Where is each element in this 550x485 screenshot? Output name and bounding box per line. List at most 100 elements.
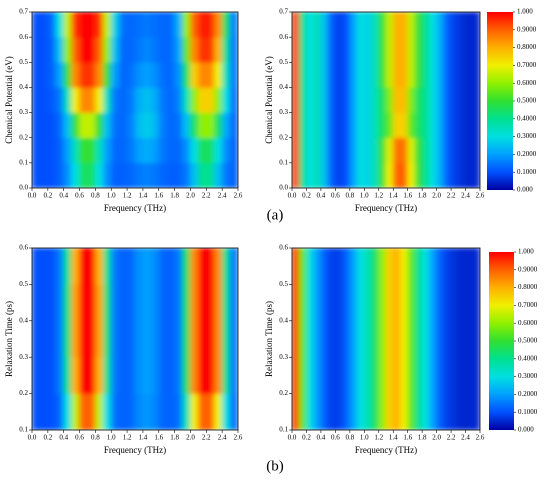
y-tick-label: 0.2	[279, 389, 288, 397]
heat-cell	[407, 61, 416, 88]
heat-cell	[364, 393, 372, 430]
heat-cell	[150, 393, 160, 430]
heat-cell	[95, 162, 104, 188]
heat-cell	[110, 87, 120, 113]
heat-cell	[335, 248, 343, 285]
heat-cell	[39, 248, 49, 285]
heat-cell	[421, 137, 430, 164]
heat-cell	[32, 112, 41, 139]
heat-cell	[190, 137, 199, 164]
heat-cell	[385, 112, 394, 139]
heat-cell	[213, 12, 223, 38]
x-tick-label: 1.6	[154, 434, 163, 442]
heat-cell	[385, 393, 394, 430]
heat-cell	[335, 356, 343, 394]
heat-cell	[327, 162, 336, 188]
x-axis-label: Frequency (THz)	[355, 445, 417, 455]
heat-cell	[229, 320, 238, 358]
heat-cell	[110, 137, 120, 164]
heat-cell	[465, 393, 474, 430]
heat-cell	[292, 284, 300, 322]
heat-cell	[436, 61, 445, 88]
heat-cell	[371, 284, 380, 322]
heat-cell	[472, 393, 480, 430]
heat-cell	[465, 12, 474, 38]
heat-cell	[385, 36, 394, 63]
heat-cell	[421, 320, 430, 358]
heat-cell	[142, 12, 152, 38]
heat-cell	[198, 12, 207, 38]
heat-cell	[292, 36, 300, 63]
heat-cell	[198, 137, 207, 164]
heat-cell	[472, 356, 480, 394]
heat-cell	[126, 12, 136, 38]
heat-cell	[206, 12, 215, 38]
heat-cell	[385, 61, 394, 88]
heat-cell	[63, 162, 72, 188]
heat-cell	[443, 137, 452, 164]
heat-cell	[421, 162, 430, 188]
heatmap-cells	[292, 248, 480, 430]
heat-cell	[95, 87, 104, 113]
heat-cell	[392, 12, 401, 38]
heat-cell	[103, 137, 112, 164]
heat-cell	[429, 12, 437, 38]
heat-cell	[79, 61, 88, 88]
heat-cell	[436, 248, 445, 285]
heat-cell	[39, 356, 49, 394]
heat-cell	[158, 12, 167, 38]
heat-cell	[150, 36, 160, 63]
heat-cell	[298, 320, 307, 358]
heat-cell	[436, 112, 445, 139]
heat-cell	[87, 87, 96, 113]
heat-cell	[378, 320, 387, 358]
y-axis-label: Relaxation Time (ps)	[4, 301, 14, 377]
heat-cell	[190, 87, 199, 113]
heat-cell	[142, 137, 152, 164]
heat-cell	[190, 162, 199, 188]
heat-cell	[118, 284, 128, 322]
heat-cell	[407, 162, 416, 188]
heat-cell	[79, 320, 88, 358]
heat-cell	[134, 36, 144, 63]
heat-cell	[292, 87, 300, 113]
heat-cell	[356, 12, 365, 38]
heat-cell	[166, 320, 175, 358]
heat-cell	[229, 356, 238, 394]
heat-cell	[55, 112, 64, 139]
heat-cell	[87, 248, 96, 285]
heat-cell	[47, 12, 57, 38]
heat-cell	[79, 393, 88, 430]
heat-cell	[174, 320, 183, 358]
heat-cell	[313, 87, 322, 113]
heat-cell	[87, 284, 96, 322]
x-axis-label: Frequency (THz)	[355, 203, 417, 213]
heat-cell	[198, 162, 207, 188]
heat-cell	[342, 356, 351, 394]
heat-cell	[134, 61, 144, 88]
heat-cell	[292, 137, 300, 164]
heat-cell	[436, 356, 445, 394]
colorbar-tick-label: 0.7000	[517, 61, 537, 69]
heat-cell	[126, 162, 136, 188]
heat-cell	[298, 248, 307, 285]
heat-cell	[55, 12, 64, 38]
heat-cell	[385, 320, 394, 358]
heat-cell	[313, 162, 322, 188]
heat-cell	[458, 320, 466, 358]
heat-cell	[118, 162, 128, 188]
heat-cell	[400, 12, 408, 38]
heat-cell	[320, 162, 329, 188]
heat-cell	[342, 393, 351, 430]
heat-cell	[436, 162, 445, 188]
heat-cell	[71, 12, 80, 38]
heat-cell	[190, 393, 199, 430]
heat-cell	[327, 356, 336, 394]
heat-cell	[126, 36, 136, 63]
heat-cell	[407, 248, 416, 285]
heat-cell	[150, 87, 160, 113]
heat-cell	[298, 284, 307, 322]
heat-cell	[182, 12, 191, 38]
heat-cell	[472, 248, 480, 285]
heat-cell	[313, 36, 322, 63]
